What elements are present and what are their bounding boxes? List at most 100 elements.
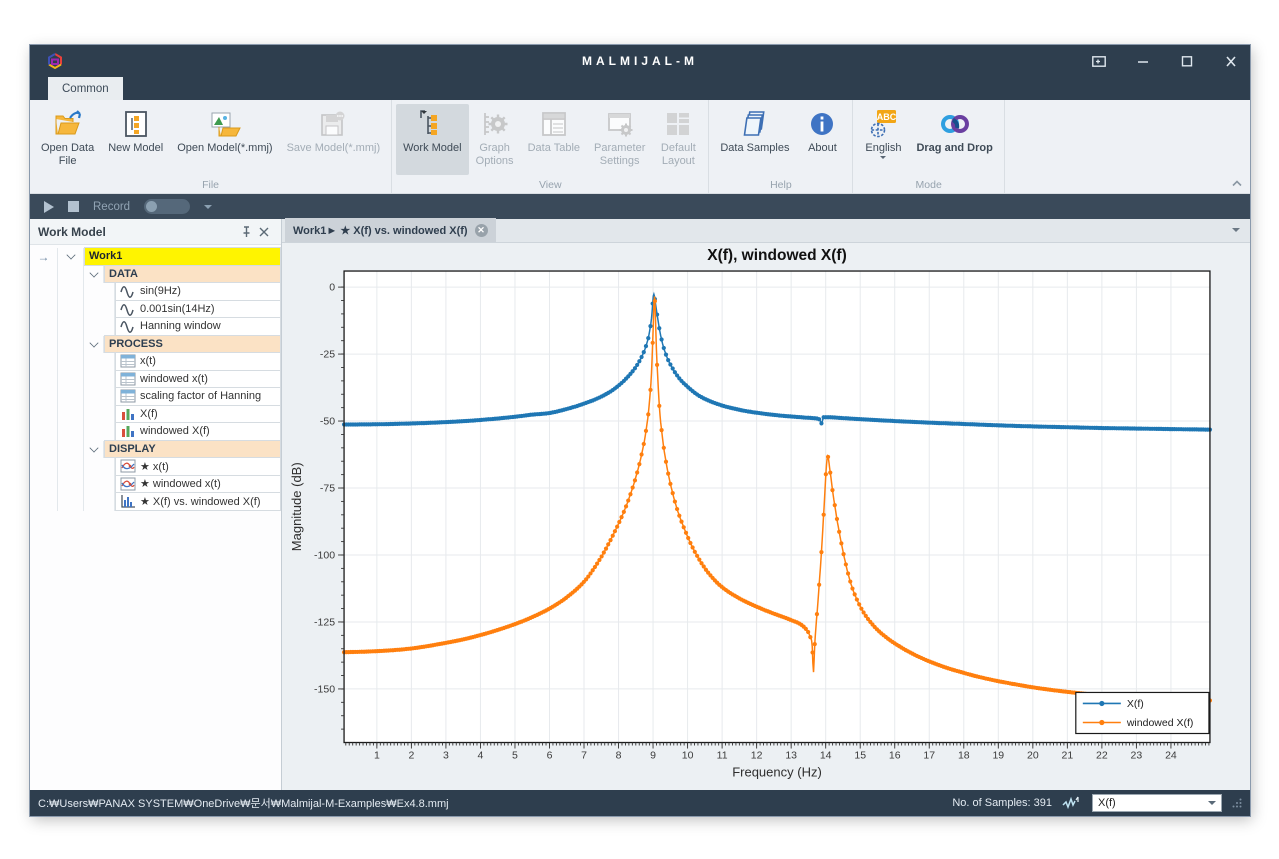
tree-item-cell[interactable]: DISPLAY	[104, 440, 281, 459]
work-model-icon	[419, 108, 445, 140]
ribbon-button-open-data-file[interactable]: Open Data File	[34, 104, 101, 175]
tree-item-cell[interactable]: PROCESS	[104, 335, 281, 354]
sine-wave-icon	[120, 284, 136, 298]
chevron-down-icon	[880, 156, 886, 162]
svg-text:19: 19	[992, 750, 1004, 762]
tree-item-cell[interactable]: sin(9Hz)	[115, 282, 281, 301]
svg-text:-150: -150	[314, 683, 335, 695]
status-bar: C:₩Users₩PANAX SYSTEM₩OneDrive₩문서₩Malmij…	[30, 790, 1250, 816]
tree-item-x-t[interactable]: ★ x(t)	[30, 458, 281, 476]
svg-text:17: 17	[923, 750, 935, 762]
ribbon-button-open-model-mmj[interactable]: Open Model(*.mmj)	[170, 104, 279, 175]
document-tab-label: Work1► ★ X(f) vs. windowed X(f)	[293, 224, 468, 237]
chart: 1234567891011121314151617181920212223240…	[282, 243, 1250, 791]
svg-text:windowed X(f): windowed X(f)	[1126, 717, 1194, 729]
ribbon-button-data-samples[interactable]: Data Samples	[713, 104, 796, 175]
expand-chevron-icon[interactable]	[84, 336, 104, 354]
tree-item-label: PROCESS	[109, 338, 163, 350]
tree-item-cell[interactable]: Hanning window	[115, 317, 281, 336]
tree-gutter	[84, 388, 115, 406]
tree-gutter	[30, 493, 58, 511]
maximize-icon[interactable]	[1178, 52, 1196, 70]
resize-grip[interactable]	[1232, 798, 1242, 808]
tree-item-x-t[interactable]: x(t)	[30, 353, 281, 371]
tree-item-cell[interactable]: windowed X(f)	[115, 422, 281, 441]
fullscreen-icon[interactable]	[1090, 52, 1108, 70]
ribbon-button-work-model[interactable]: Work Model	[396, 104, 468, 175]
ribbon-collapse-icon[interactable]	[1232, 179, 1242, 190]
ribbon-button-label: Save Model(*.mmj)	[287, 142, 381, 155]
tree-item-label: ★ x(t)	[140, 460, 169, 473]
record-dropdown-icon[interactable]	[204, 205, 212, 213]
tree-item-label: scaling factor of Hanning	[140, 390, 261, 402]
panel-close-icon[interactable]	[255, 224, 273, 240]
tree-item-cell[interactable]: Work1	[84, 247, 281, 266]
line-plot-icon	[120, 477, 136, 491]
tree-item-cell[interactable]: ★ X(f) vs. windowed X(f)	[115, 492, 281, 511]
tree-gutter	[58, 318, 84, 336]
tab-list-dropdown-icon[interactable]	[1232, 228, 1240, 236]
record-toggle[interactable]	[144, 199, 190, 214]
tree-item-data[interactable]: DATA	[30, 266, 281, 284]
close-icon[interactable]	[1222, 52, 1240, 70]
tree-item-display[interactable]: DISPLAY	[30, 441, 281, 459]
tree-item-cell[interactable]: 0.001sin(14Hz)	[115, 300, 281, 319]
tree-item-windowed-x-t[interactable]: windowed x(t)	[30, 371, 281, 389]
expand-chevron-icon[interactable]	[58, 248, 84, 266]
tree-gutter	[84, 423, 115, 441]
signal-selector[interactable]: X(f)	[1092, 794, 1222, 812]
tree-gutter	[58, 266, 84, 284]
tree-item-hanning-window[interactable]: Hanning window	[30, 318, 281, 336]
svg-text:1: 1	[374, 750, 380, 762]
tree-gutter	[58, 336, 84, 354]
document-tab-bar: Work1► ★ X(f) vs. windowed X(f) ✕	[282, 219, 1250, 243]
tree-gutter	[84, 493, 115, 511]
minimize-icon[interactable]	[1134, 52, 1152, 70]
tree-item-cell[interactable]: windowed x(t)	[115, 370, 281, 389]
tree-item-process[interactable]: PROCESS	[30, 336, 281, 354]
tree-item-work1[interactable]: → Work1	[30, 248, 281, 266]
open-data-file-icon	[53, 108, 83, 140]
tree-item-x-f-vs-windowed-x-f[interactable]: ★ X(f) vs. windowed X(f)	[30, 493, 281, 511]
tree-gutter	[84, 371, 115, 389]
ribbon-button-english[interactable]: ABCEnglish	[857, 104, 909, 175]
expand-chevron-icon[interactable]	[84, 441, 104, 459]
table-icon	[120, 354, 136, 368]
stop-icon[interactable]	[68, 201, 79, 212]
tree-item-x-f[interactable]: X(f)	[30, 406, 281, 424]
expand-chevron-icon[interactable]	[84, 266, 104, 284]
pin-icon[interactable]	[237, 224, 255, 240]
tree-item-cell[interactable]: DATA	[104, 265, 281, 284]
tree-item-sin-9hz[interactable]: sin(9Hz)	[30, 283, 281, 301]
x-axis-label: Frequency (Hz)	[732, 765, 822, 780]
tree-item-label: ★ X(f) vs. windowed X(f)	[140, 495, 261, 508]
chevron-down-icon	[1208, 801, 1216, 809]
tree-item-cell[interactable]: x(t)	[115, 352, 281, 371]
play-icon[interactable]	[44, 201, 54, 213]
ribbon-button-new-model[interactable]: New Model	[101, 104, 170, 175]
tree-item-cell[interactable]: scaling factor of Hanning	[115, 387, 281, 406]
ribbon-button-about[interactable]: About	[796, 104, 848, 175]
window-title: MALMIJAL-M	[30, 54, 1250, 68]
record-toolbar: Record	[30, 194, 1250, 219]
ribbon: Open Data FileNew ModelOpen Model(*.mmj)…	[30, 100, 1250, 194]
tree-item-cell[interactable]: X(f)	[115, 405, 281, 424]
tree-gutter	[84, 283, 115, 301]
svg-text:14: 14	[820, 750, 832, 762]
current-item-arrow-icon[interactable]: →	[30, 248, 58, 266]
tree-item-0-001sin-14hz[interactable]: 0.001sin(14Hz)	[30, 301, 281, 319]
data-samples-icon	[740, 108, 770, 140]
tree-gutter	[84, 476, 115, 494]
ribbon-button-drag-and-drop[interactable]: Drag and Drop	[909, 104, 999, 175]
tab-close-icon[interactable]: ✕	[475, 224, 488, 237]
svg-text:-75: -75	[320, 483, 335, 495]
tab-common[interactable]: Common	[48, 77, 123, 100]
tree-item-scaling-factor-of-hanning[interactable]: scaling factor of Hanning	[30, 388, 281, 406]
tree-item-windowed-x-t[interactable]: ★ windowed x(t)	[30, 476, 281, 494]
tree-gutter	[30, 371, 58, 389]
ribbon-button-label: Drag and Drop	[916, 142, 992, 155]
tree-item-windowed-x-f[interactable]: windowed X(f)	[30, 423, 281, 441]
tree-item-cell[interactable]: ★ x(t)	[115, 457, 281, 476]
tree-item-cell[interactable]: ★ windowed x(t)	[115, 475, 281, 494]
document-tab[interactable]: Work1► ★ X(f) vs. windowed X(f) ✕	[285, 218, 496, 242]
